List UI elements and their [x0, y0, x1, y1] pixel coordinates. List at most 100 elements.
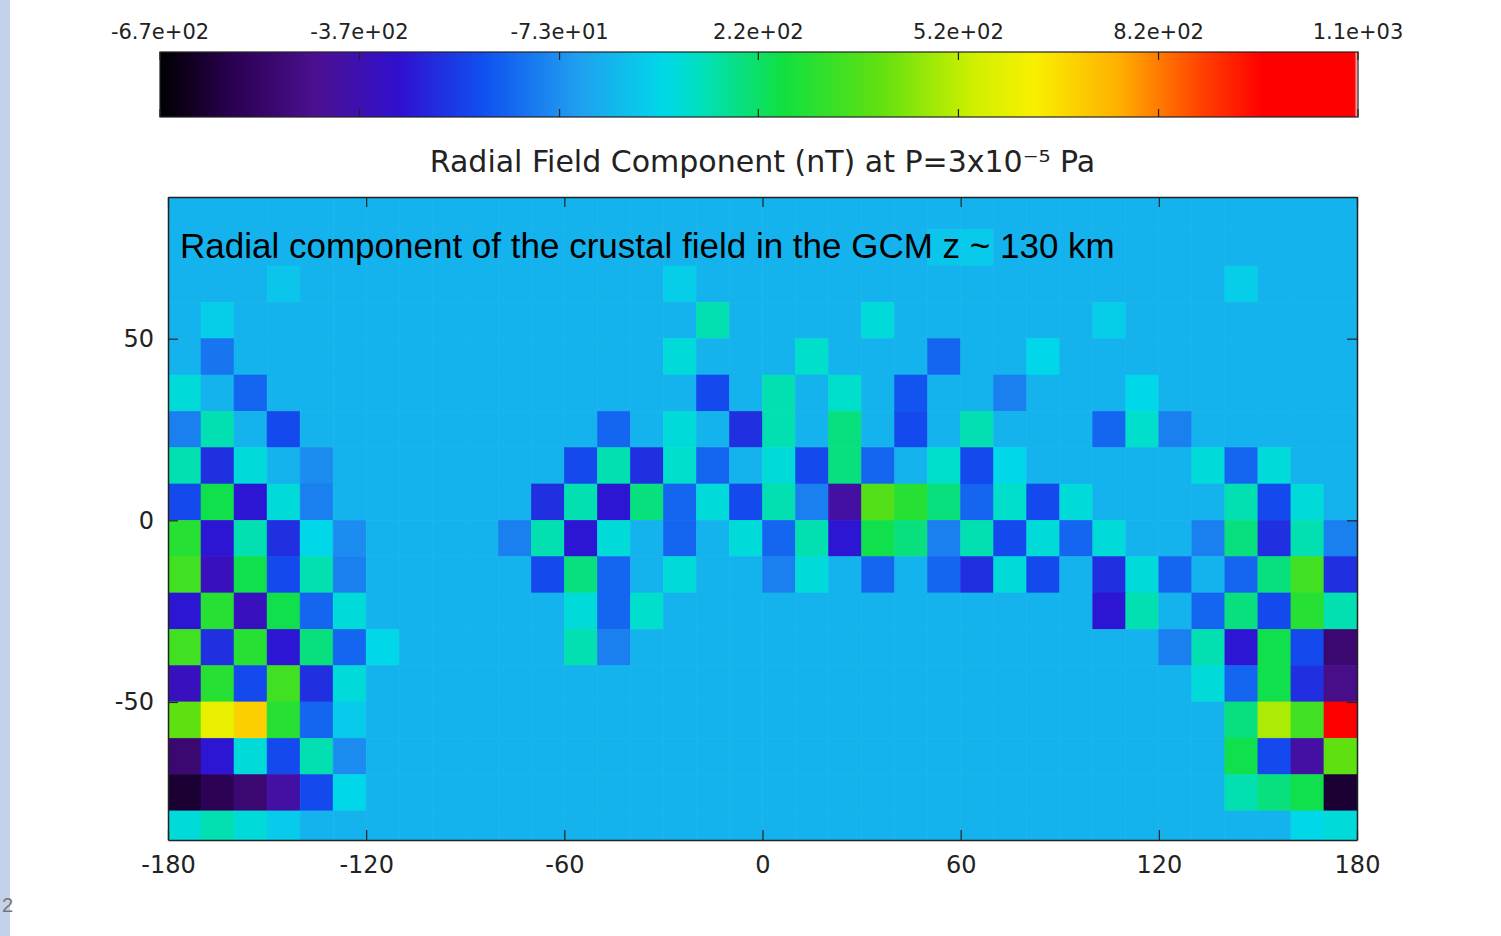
cell: [796, 775, 829, 811]
cell: [267, 557, 300, 593]
cell: [1126, 520, 1159, 556]
cell: [1060, 484, 1093, 520]
cell: [1126, 629, 1159, 665]
cell: [1258, 811, 1291, 840]
cell: [729, 738, 762, 774]
cell: [498, 738, 531, 774]
cell: [432, 302, 465, 338]
cell: [234, 411, 267, 447]
cell: [300, 666, 333, 702]
cell: [961, 484, 994, 520]
cell: [961, 302, 994, 338]
cell: [168, 775, 201, 811]
cell: [333, 629, 366, 665]
cell: [1159, 666, 1192, 702]
cell: [1291, 448, 1324, 484]
cell: [201, 484, 234, 520]
cell: [333, 448, 366, 484]
cell: [829, 775, 862, 811]
cell: [663, 520, 696, 556]
cell: [1060, 702, 1093, 738]
cell: [1291, 375, 1324, 411]
cell: [267, 811, 300, 840]
cell: [531, 266, 564, 302]
cell: [1060, 520, 1093, 556]
tick: -50: [115, 688, 178, 716]
cell: [1291, 593, 1324, 629]
cell: [1126, 411, 1159, 447]
cell: [564, 411, 597, 447]
tick-label: -50: [115, 688, 154, 716]
cell: [333, 738, 366, 774]
cell: [630, 702, 663, 738]
cell: [663, 557, 696, 593]
cell: [696, 375, 729, 411]
tick: [763, 197, 764, 207]
cell: [895, 484, 928, 520]
cell: [663, 666, 696, 702]
cell: [168, 339, 201, 375]
cell: [1060, 666, 1093, 702]
cell: [663, 411, 696, 447]
colorbar: -6.7e+02-3.7e+02-7.3e+012.2e+025.2e+028.…: [111, 20, 1403, 117]
cell: [1192, 266, 1225, 302]
cell: [961, 775, 994, 811]
cell: [1192, 811, 1225, 840]
cell: [1324, 557, 1357, 593]
cell: [168, 411, 201, 447]
cell: [597, 557, 630, 593]
cell: [763, 197, 796, 230]
tick-mark: [168, 702, 178, 703]
cell: [1126, 775, 1159, 811]
cell: [1192, 702, 1225, 738]
cell: [201, 629, 234, 665]
cell: [564, 811, 597, 840]
cell: [564, 593, 597, 629]
cell: [300, 738, 333, 774]
cell: [333, 702, 366, 738]
cell: [465, 702, 498, 738]
tick-mark: [961, 830, 962, 840]
cell: [1060, 557, 1093, 593]
cell: [1258, 484, 1291, 520]
cell: [300, 484, 333, 520]
cell: [862, 775, 895, 811]
cell: [1192, 738, 1225, 774]
cell: [796, 266, 829, 302]
cell: [895, 557, 928, 593]
y-axis: -50050: [115, 198, 178, 841]
cell: [1291, 702, 1324, 738]
x-axis: -180-120-60060120180: [141, 830, 1380, 879]
cell: [1126, 484, 1159, 520]
cell: [531, 593, 564, 629]
cell: [729, 266, 762, 302]
cell: [366, 266, 399, 302]
tick: 120: [1136, 830, 1182, 879]
cell: [961, 811, 994, 840]
cell: [663, 197, 696, 230]
tick: 60: [946, 830, 977, 879]
cell: [1027, 738, 1060, 774]
cell: [399, 629, 432, 665]
tick-mark: [564, 830, 565, 840]
cell: [1060, 339, 1093, 375]
cell: [994, 702, 1027, 738]
cell: [1159, 702, 1192, 738]
cell: [796, 448, 829, 484]
cell: [333, 302, 366, 338]
cell: [333, 666, 366, 702]
cell: [796, 302, 829, 338]
tick: [961, 197, 962, 207]
cell: [1027, 593, 1060, 629]
cell: [531, 629, 564, 665]
cell: [564, 666, 597, 702]
tick-mark: [168, 520, 178, 521]
cell: [168, 702, 201, 738]
cell: [796, 811, 829, 840]
cell: [763, 302, 796, 338]
cell: [928, 375, 961, 411]
cell: [366, 484, 399, 520]
cell: [1093, 448, 1126, 484]
cell: [201, 448, 234, 484]
cell: [234, 266, 267, 302]
